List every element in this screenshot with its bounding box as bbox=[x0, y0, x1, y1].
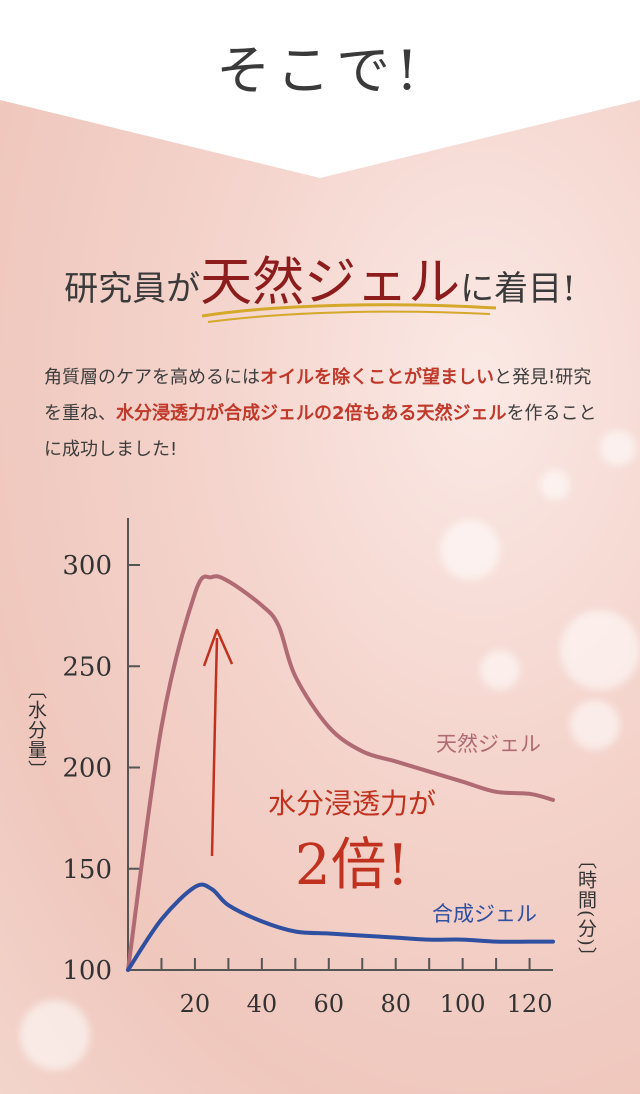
bokeh-light bbox=[560, 610, 640, 690]
gold-underline bbox=[201, 303, 497, 323]
y-tick-label: 150 bbox=[62, 855, 112, 885]
series-label-synthetic: 合成ジェル bbox=[432, 902, 537, 926]
x-tick-label: 80 bbox=[380, 990, 411, 1018]
header-chevron-band bbox=[0, 0, 640, 178]
bokeh-light bbox=[20, 1000, 90, 1070]
y-tick-label: 250 bbox=[62, 652, 112, 682]
bokeh-light bbox=[540, 470, 570, 500]
subhead-pre: 研究員が bbox=[64, 269, 201, 309]
x-tick-label: 60 bbox=[314, 990, 345, 1018]
desc-part2: と発見!研究を重ね、 bbox=[44, 367, 592, 424]
header-title: そこで! bbox=[216, 39, 424, 102]
y-tick-label: 200 bbox=[62, 754, 112, 784]
y-tick-label: 100 bbox=[62, 956, 112, 986]
x-tick-label: 40 bbox=[247, 990, 278, 1018]
x-tick-label: 20 bbox=[180, 990, 211, 1018]
up-arrow-shaft bbox=[210, 637, 219, 857]
x-tick-label: 100 bbox=[440, 990, 486, 1018]
desc-highlight2: 水分浸透力が合成ジェルの2倍もある天然ジェル bbox=[116, 403, 507, 424]
up-arrow-head bbox=[202, 628, 234, 667]
desc-highlight1: オイルを除くことが望ましい bbox=[260, 367, 494, 388]
subhead-post: に着目! bbox=[460, 269, 576, 309]
subheadline: 研究員が天然ジェルに着目! bbox=[0, 240, 640, 315]
y-axis-title: 〔水分量〕 bbox=[25, 680, 47, 780]
subhead-emphasis: 天然ジェル bbox=[200, 253, 461, 313]
bokeh-light bbox=[600, 430, 636, 466]
x-tick-label: 120 bbox=[507, 990, 553, 1018]
series-line-synthetic-gel bbox=[126, 882, 555, 972]
x-axis-title: 〔時間(分)〕 bbox=[575, 850, 597, 967]
desc-part1: 角質層のケアを高めるには bbox=[44, 367, 260, 388]
y-tick-label: 300 bbox=[62, 551, 112, 581]
water-content-chart: 100 150 200 250 300 20 40 60 80 100 120 bbox=[62, 518, 555, 1018]
series-label-natural: 天然ジェル bbox=[436, 732, 541, 756]
bokeh-light bbox=[480, 650, 520, 690]
series-line-natural-gel bbox=[126, 574, 555, 972]
bokeh-light bbox=[440, 520, 500, 580]
callout-line1: 水分浸透力が bbox=[267, 787, 436, 820]
description-text: 角質層のケアを高めるにはオイルを除くことが望ましいと発見!研究を重ね、水分浸透力… bbox=[44, 360, 604, 468]
desc-part3: を作ることに成功しました! bbox=[44, 403, 597, 460]
callout-line2: 2倍! bbox=[294, 833, 410, 898]
bokeh-light bbox=[570, 700, 620, 750]
